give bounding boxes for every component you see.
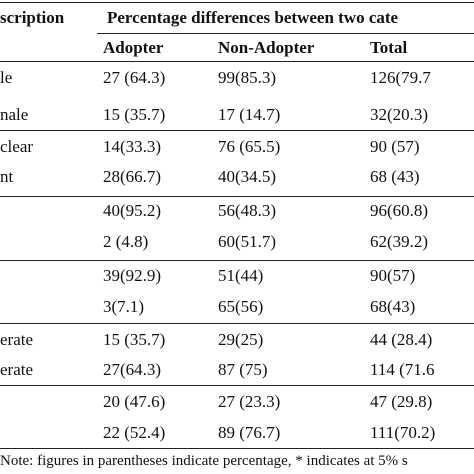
table-footnote: Note: figures in parentheses indicate pe… [0, 453, 408, 469]
top-rule [0, 2, 474, 3]
group-divider-4 [0, 323, 474, 324]
row-11-non-adopter: 27 (23.3) [218, 392, 281, 411]
row-12-non-adopter: 89 (76.7) [218, 423, 281, 442]
row-3-non-adopter: 76 (65.5) [218, 137, 281, 156]
row-12-adopter: 22 (52.4) [103, 423, 166, 442]
group-divider-1 [0, 130, 474, 131]
row-5-non-adopter: 56(48.3) [218, 201, 277, 220]
row-4-adopter: 28(66.7) [103, 167, 162, 186]
row-10-total: 114 (71.6 [370, 360, 435, 379]
row-7-non-adopter: 51(44) [218, 266, 264, 285]
group-divider-3 [0, 260, 474, 261]
row-1-label: le [0, 68, 13, 87]
adopter-column-header: Adopter [103, 38, 164, 57]
row-9-total: 44 (28.4) [370, 330, 433, 349]
row-1-non-adopter: 99(85.3) [218, 68, 277, 87]
row-2-label: nale [0, 105, 29, 124]
non-adopter-column-header: Non-Adopter [218, 38, 315, 57]
group-divider-5 [0, 385, 474, 386]
row-7-total: 90(57) [370, 266, 416, 285]
row-2-non-adopter: 17 (14.7) [218, 105, 281, 124]
total-column-header: Total [370, 38, 408, 57]
row-5-adopter: 40(95.2) [103, 201, 162, 220]
row-4-total: 68 (43) [370, 167, 420, 186]
header-span-rule [97, 33, 474, 34]
row-10-label: erate [0, 360, 34, 379]
row-5-total: 96(60.8) [370, 201, 429, 220]
row-3-total: 90 (57) [370, 137, 420, 156]
row-2-adopter: 15 (35.7) [103, 105, 166, 124]
row-1-adopter: 27 (64.3) [103, 68, 166, 87]
row-9-label: erate [0, 330, 34, 349]
row-8-adopter: 3(7.1) [103, 297, 145, 316]
bottom-rule [0, 448, 474, 449]
row-9-adopter: 15 (35.7) [103, 330, 166, 349]
row-3-label: clear [0, 137, 34, 156]
percentage-differences-header: Percentage differences between two cate [107, 8, 399, 27]
row-6-total: 62(39.2) [370, 232, 429, 251]
row-8-total: 68(43) [370, 297, 416, 316]
row-4-label: nt [0, 167, 14, 186]
row-12-total: 111(70.2) [370, 423, 436, 442]
row-10-adopter: 27(64.3) [103, 360, 162, 379]
group-divider-2 [0, 196, 474, 197]
row-3-adopter: 14(33.3) [103, 137, 162, 156]
description-header: scription [0, 8, 65, 27]
row-9-non-adopter: 29(25) [218, 330, 264, 349]
row-2-total: 32(20.3) [370, 105, 429, 124]
row-6-adopter: 2 (4.8) [103, 232, 149, 251]
row-11-adopter: 20 (47.6) [103, 392, 166, 411]
row-6-non-adopter: 60(51.7) [218, 232, 277, 251]
row-8-non-adopter: 65(56) [218, 297, 264, 316]
row-10-non-adopter: 87 (75) [218, 360, 268, 379]
row-7-adopter: 39(92.9) [103, 266, 162, 285]
header-bottom-rule [0, 61, 474, 62]
row-4-non-adopter: 40(34.5) [218, 167, 277, 186]
row-1-total: 126(79.7 [370, 68, 431, 87]
row-11-total: 47 (29.8) [370, 392, 433, 411]
